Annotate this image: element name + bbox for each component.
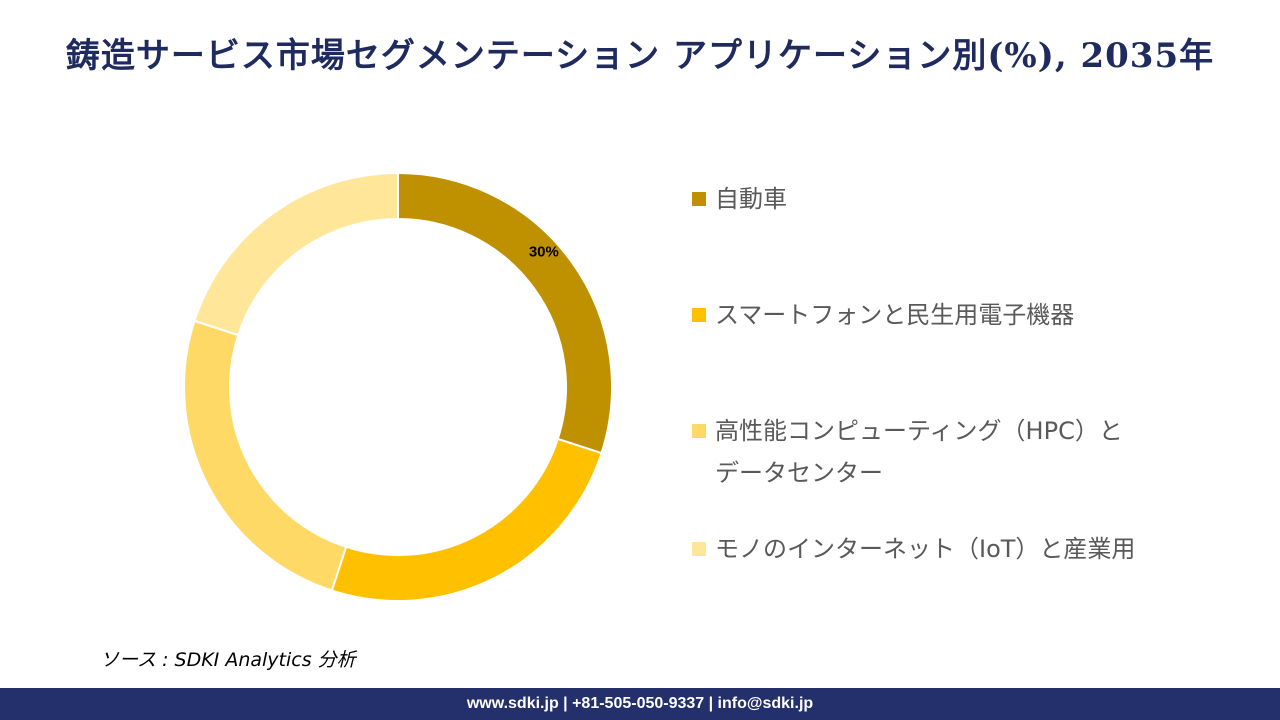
donut-slice-4 <box>193 171 399 337</box>
data-label-1: 30% <box>529 244 559 261</box>
chart-title: 鋳造サービス市場セグメンテーション アプリケーション別(%), 2035年 <box>65 36 1215 76</box>
legend-item-smartphone: スマートフォンと民生用電子機器 <box>692 296 1212 334</box>
legend-swatch <box>692 424 706 438</box>
legend-label: 高性能コンピューティング（HPC）と データセンター <box>715 412 1123 492</box>
legend-swatch <box>692 542 706 556</box>
legend-label-line1: 高性能コンピューティング（HPC）と <box>715 417 1123 445</box>
footer-contact: www.sdki.jp | +81-505-050-9337 | info@sd… <box>0 688 1280 720</box>
legend-swatch <box>692 308 706 322</box>
donut-slice-3 <box>183 319 348 592</box>
legend-item-iot: モノのインターネット（IoT）と産業用 <box>692 530 1212 568</box>
source-note: ソース : SDKI Analytics 分析 <box>100 649 356 671</box>
legend-label-line2: データセンター <box>715 459 883 487</box>
legend-label: モノのインターネット（IoT）と産業用 <box>715 535 1136 563</box>
donut-slice-1 <box>397 171 613 455</box>
donut-slice-2 <box>330 437 603 602</box>
legend-item-hpc: 高性能コンピューティング（HPC）と データセンター <box>692 412 1212 492</box>
legend-label: 自動車 <box>715 185 787 213</box>
legend-item-automotive: 自動車 <box>692 180 1212 218</box>
legend-swatch <box>692 192 706 206</box>
legend-label: スマートフォンと民生用電子機器 <box>715 301 1075 329</box>
